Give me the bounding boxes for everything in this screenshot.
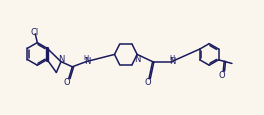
- Text: O: O: [64, 77, 70, 86]
- Text: N: N: [84, 57, 90, 66]
- Text: H: H: [84, 55, 89, 60]
- Text: N: N: [58, 55, 65, 64]
- Text: O: O: [144, 77, 151, 86]
- Text: Cl: Cl: [31, 28, 39, 37]
- Text: H: H: [169, 55, 174, 60]
- Text: N: N: [169, 57, 176, 66]
- Text: O: O: [218, 70, 225, 79]
- Text: N: N: [134, 54, 140, 63]
